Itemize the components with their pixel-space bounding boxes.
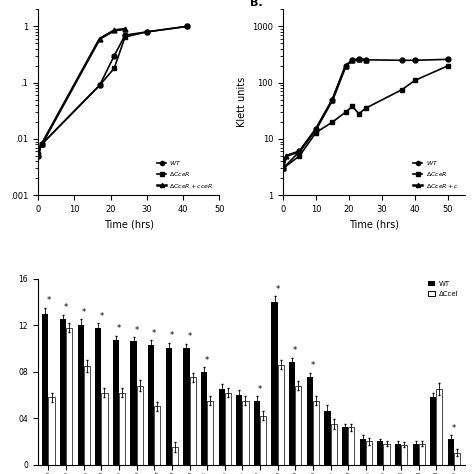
Bar	[324, 411, 330, 465]
Bar	[260, 416, 266, 465]
Bar	[66, 328, 73, 465]
Text: *: *	[311, 362, 315, 371]
Text: *: *	[135, 326, 139, 335]
Bar	[342, 428, 348, 465]
Bar	[225, 392, 231, 465]
Bar	[419, 444, 425, 465]
Bar	[137, 385, 143, 465]
Bar	[454, 453, 460, 465]
Bar	[377, 441, 383, 465]
Bar	[201, 372, 207, 465]
Text: B.: B.	[250, 0, 263, 8]
Bar	[242, 401, 248, 465]
Bar	[48, 397, 55, 465]
Legend: WT, ΔCcel: WT, ΔCcel	[426, 279, 461, 300]
Text: *: *	[46, 297, 51, 305]
Bar	[383, 444, 390, 465]
X-axis label: Time (hrs): Time (hrs)	[104, 219, 154, 229]
Bar	[119, 392, 125, 465]
Bar	[236, 395, 242, 465]
Legend: $WT$, $ΔCceR$, $ΔCceR+c$: $WT$, $ΔCceR$, $ΔCceR+c$	[410, 157, 461, 192]
Bar	[172, 447, 178, 465]
Bar	[307, 377, 313, 465]
Bar	[148, 345, 154, 465]
Bar	[448, 439, 454, 465]
Text: *: *	[258, 385, 262, 394]
Bar	[360, 439, 366, 465]
Legend: $WT$, $ΔCceR$, $ΔCceR+cceR$: $WT$, $ΔCceR$, $ΔCceR+cceR$	[155, 157, 216, 192]
Text: *: *	[170, 331, 174, 340]
Bar	[78, 325, 84, 465]
Bar	[313, 401, 319, 465]
Bar	[190, 377, 196, 465]
Bar	[154, 407, 160, 465]
Bar	[95, 328, 101, 465]
Text: *: *	[117, 324, 121, 333]
Text: *: *	[452, 424, 456, 433]
Bar	[436, 389, 443, 465]
Y-axis label: Klett units: Klett units	[237, 77, 246, 128]
Bar	[289, 362, 295, 465]
Bar	[101, 392, 108, 465]
Bar	[272, 302, 278, 465]
Bar	[401, 445, 407, 465]
Bar	[219, 389, 225, 465]
Bar	[295, 385, 301, 465]
Text: *: *	[187, 332, 191, 341]
Bar	[166, 348, 172, 465]
Bar	[84, 366, 90, 465]
Bar	[412, 444, 419, 465]
Bar	[60, 319, 66, 465]
Bar	[330, 424, 337, 465]
Text: *: *	[152, 329, 156, 338]
Bar	[366, 441, 372, 465]
Bar	[254, 401, 260, 465]
Bar	[113, 340, 119, 465]
Text: *: *	[293, 346, 297, 356]
Bar	[278, 365, 284, 465]
Bar	[430, 397, 436, 465]
Text: *: *	[82, 308, 86, 317]
Bar	[42, 314, 48, 465]
Text: *: *	[275, 285, 280, 294]
Bar	[130, 341, 137, 465]
X-axis label: Time (hrs): Time (hrs)	[349, 219, 399, 229]
Text: *: *	[99, 311, 103, 320]
Bar	[348, 428, 355, 465]
Bar	[395, 444, 401, 465]
Bar	[183, 348, 190, 465]
Text: *: *	[64, 303, 68, 312]
Text: *: *	[205, 356, 210, 365]
Bar	[207, 401, 213, 465]
